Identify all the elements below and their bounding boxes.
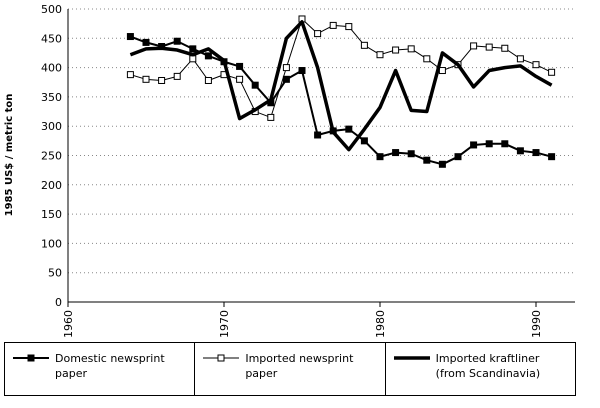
y-axis-label: 1985 US$ / metric ton [4,94,15,217]
x-tick-label: 1960 [62,310,75,338]
legend-swatch [13,354,49,362]
marker [423,55,431,63]
legend-label: Domestic newsprint paper [55,352,165,380]
line [130,18,552,118]
legend: Domestic newsprint paper Imported newspri… [4,342,576,396]
marker [282,75,290,83]
marker [407,150,415,158]
y-tick-label: 200 [41,179,62,192]
marker [532,149,540,157]
marker [236,62,244,70]
marker [532,61,540,69]
marker [345,23,353,31]
y-tick-label: 250 [41,150,62,163]
marker [360,41,368,49]
legend-swatch [203,354,240,362]
marker [548,153,556,161]
marker [142,38,150,46]
marker [516,147,524,155]
line [129,20,553,152]
marker [267,113,275,121]
marker [438,67,446,75]
chart: 1985 US$ / metric ton 0 50 100 150 200 250 300… [4,3,575,338]
y-tick-label: 100 [41,237,62,250]
marker [142,75,150,83]
marker [470,141,478,149]
y-tick-label: 150 [41,208,62,221]
marker [392,149,400,157]
y-tick-label: 500 [41,3,62,16]
marker [345,125,353,133]
y-tick-label: 50 [48,267,62,280]
marker [282,64,290,72]
y-tick-label: 0 [55,296,62,309]
legend-entry: Imported kraftliner (from Scandinavia) [384,343,575,395]
marker [126,33,134,41]
marker [548,68,556,76]
marker [251,81,259,89]
y-tick-label: 400 [41,62,62,75]
y-tick-label: 300 [41,120,62,133]
marker [376,51,384,59]
legend-label: Imported kraftliner (from Scandinavia) [435,352,541,380]
x-tick-label: 1990 [530,310,543,338]
marker [314,131,322,139]
x-tick-label: 1970 [218,310,231,338]
legend-entry: Domestic newsprint paper [5,343,194,395]
marker [376,153,384,161]
legend-swatch [393,356,430,360]
x-tick-label: 1980 [374,310,387,338]
marker [173,72,181,80]
marker [360,137,368,145]
marker [407,45,415,53]
legend-entry: Imported newsprint paper [194,343,384,395]
marker [27,354,35,362]
marker [126,71,134,79]
marker [189,55,197,63]
marker [189,45,197,53]
marker [485,140,493,148]
marker [298,67,306,75]
legend-label: Imported newsprint paper [245,352,354,380]
marker [314,30,322,38]
marker [501,140,509,148]
marker [454,153,462,161]
y-tick-label: 350 [41,91,62,104]
marker [236,75,244,83]
marker [485,43,493,51]
marker [423,156,431,164]
marker [501,44,509,52]
marker [516,55,524,63]
marker [173,37,181,45]
marker [392,46,400,54]
y-tick-label: 450 [41,32,62,45]
marker [204,52,212,60]
marker [204,76,212,84]
marker [438,160,446,168]
marker [158,76,166,84]
marker [217,354,225,362]
marker [470,42,478,50]
marker [329,21,337,29]
